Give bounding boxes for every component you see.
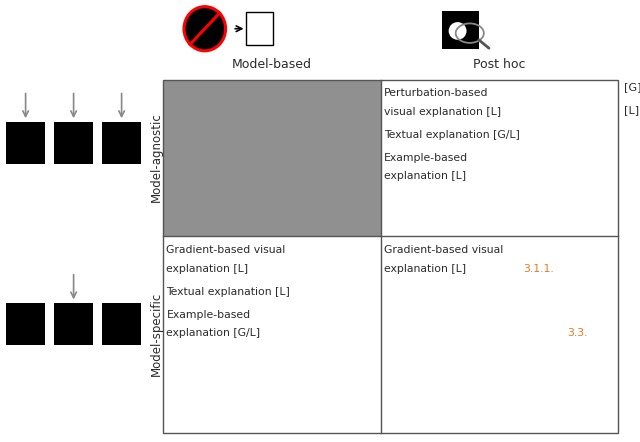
Ellipse shape <box>449 22 467 40</box>
Text: Example-based: Example-based <box>166 310 250 320</box>
Text: explanation [L]: explanation [L] <box>384 264 470 274</box>
Text: visual explanation [L]: visual explanation [L] <box>384 107 504 117</box>
Text: 3.3.: 3.3. <box>568 328 588 339</box>
Text: Model-specific: Model-specific <box>150 292 163 376</box>
Bar <box>102 303 141 345</box>
Text: Textual explanation [G/L]: Textual explanation [G/L] <box>384 130 524 140</box>
Text: explanation [L]: explanation [L] <box>166 264 252 274</box>
Text: Gradient-based visual: Gradient-based visual <box>166 245 285 255</box>
Text: Perturbation-based: Perturbation-based <box>384 88 488 99</box>
Bar <box>163 80 381 236</box>
Bar <box>102 122 141 164</box>
Bar <box>6 303 45 345</box>
Bar <box>163 80 618 433</box>
Text: Model-based: Model-based <box>232 57 312 71</box>
Text: Example-based: Example-based <box>384 153 468 163</box>
Text: Post hoc: Post hoc <box>473 57 525 71</box>
Text: Model-agnostic: Model-agnostic <box>150 112 163 202</box>
Bar <box>6 122 45 164</box>
Text: 3.1.1.: 3.1.1. <box>523 264 554 274</box>
Bar <box>246 12 273 45</box>
Text: [L] = local: [L] = local <box>624 106 640 115</box>
Bar <box>54 122 93 164</box>
Bar <box>442 11 479 49</box>
Text: Textual explanation [L]: Textual explanation [L] <box>166 287 294 297</box>
Ellipse shape <box>184 7 226 51</box>
Text: Gradient-based visual: Gradient-based visual <box>384 245 503 255</box>
Text: explanation [G/L]: explanation [G/L] <box>166 328 264 339</box>
Bar <box>54 303 93 345</box>
Text: [G] = global: [G] = global <box>624 84 640 93</box>
Text: explanation [L]: explanation [L] <box>384 171 470 182</box>
